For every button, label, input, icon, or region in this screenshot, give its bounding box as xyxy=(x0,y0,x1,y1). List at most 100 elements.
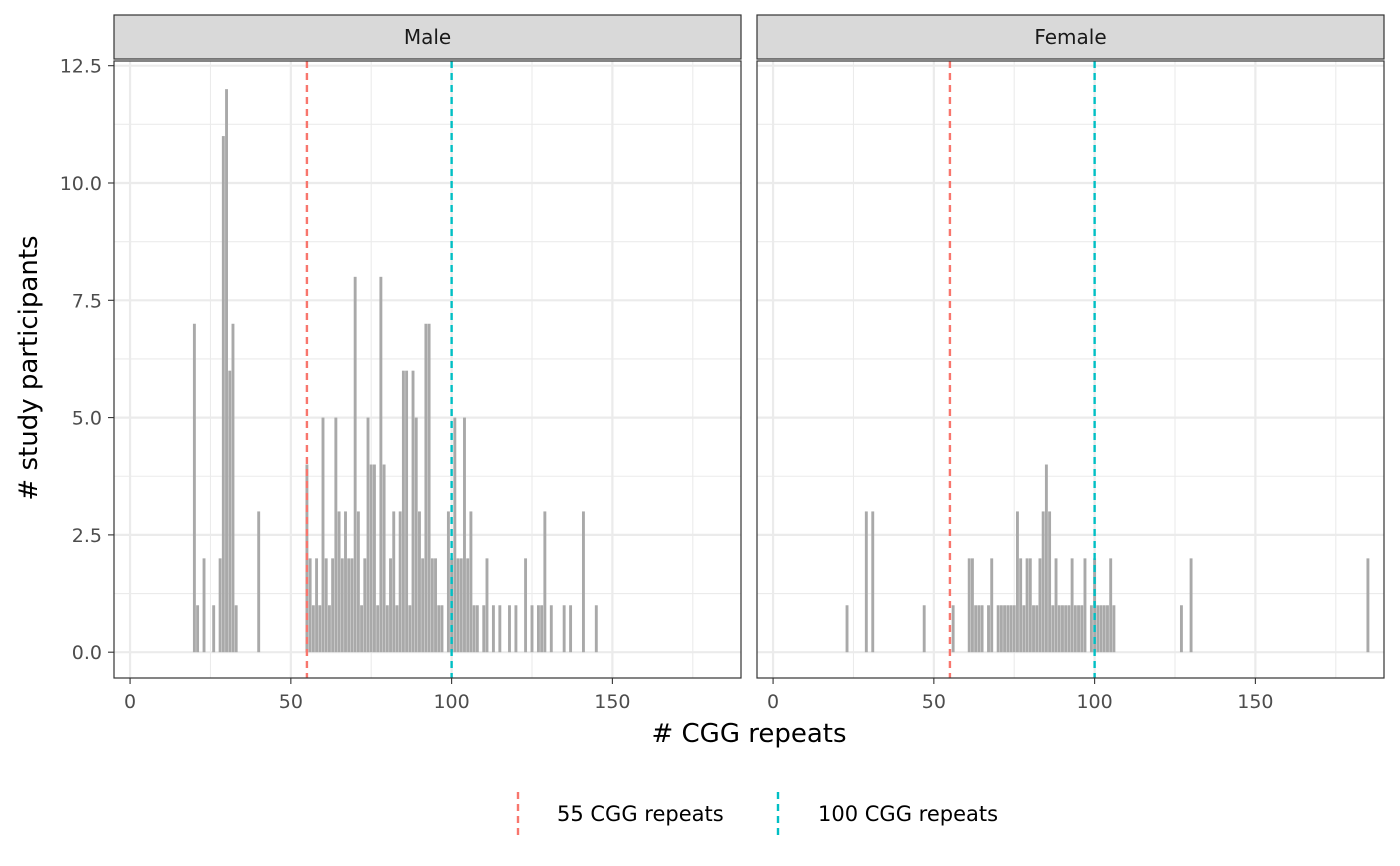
panel-male: Male 0 50 100 150 xyxy=(113,14,742,713)
bar xyxy=(414,417,418,653)
bar xyxy=(379,276,383,653)
legend-item-55: 55 CGG repeats xyxy=(516,792,724,838)
y-tick-label: 7.5 xyxy=(72,290,102,312)
bar xyxy=(1019,558,1023,653)
bar xyxy=(1102,605,1106,653)
bar xyxy=(594,605,598,653)
bar xyxy=(1022,605,1026,653)
bar xyxy=(308,558,312,653)
bar xyxy=(327,605,331,653)
bar xyxy=(1025,558,1029,653)
bar xyxy=(437,605,441,653)
bar xyxy=(385,605,389,653)
legend: 55 CGG repeats 100 CGG repeats xyxy=(516,792,998,838)
bar xyxy=(987,605,990,653)
bar xyxy=(472,605,476,653)
bar xyxy=(411,370,415,653)
bar xyxy=(922,605,926,653)
y-tick-label: 0.0 xyxy=(72,642,102,664)
bar xyxy=(530,605,534,653)
bar xyxy=(977,605,981,653)
facet-strip-label: Female xyxy=(1034,25,1106,49)
bar xyxy=(1012,605,1016,653)
bar xyxy=(418,511,421,653)
bar xyxy=(234,605,238,653)
bar xyxy=(466,558,470,653)
bar xyxy=(540,605,544,653)
bar xyxy=(980,605,984,653)
bar xyxy=(514,605,518,653)
bar xyxy=(456,558,460,653)
bar xyxy=(1073,605,1077,653)
bar xyxy=(221,136,225,653)
bar xyxy=(508,605,511,653)
bar xyxy=(491,605,495,653)
x-tick-label: 150 xyxy=(1237,691,1273,713)
bar xyxy=(424,323,428,653)
bar xyxy=(1009,605,1013,653)
bar xyxy=(1061,605,1064,653)
bar xyxy=(212,605,216,653)
facet-strip-label: Male xyxy=(404,25,451,49)
x-tick-label: 0 xyxy=(767,691,779,713)
bar xyxy=(218,558,222,653)
bar xyxy=(360,605,364,653)
bar xyxy=(1189,558,1193,653)
bar xyxy=(1048,511,1052,653)
bar xyxy=(318,605,322,653)
bar xyxy=(1041,511,1045,653)
bar xyxy=(225,89,228,653)
panel-female: Female 0 50 100 150 xyxy=(756,14,1385,713)
facet-strip xyxy=(113,14,742,60)
bar xyxy=(344,511,347,653)
bar xyxy=(434,558,437,653)
bar xyxy=(353,276,357,653)
bar xyxy=(1064,605,1068,653)
panels: Male 0 50 100 150 Female 0 50 100 150 xyxy=(113,14,1385,713)
bar xyxy=(1067,605,1071,653)
bar xyxy=(1070,558,1074,653)
bar xyxy=(990,558,994,653)
bar xyxy=(228,370,232,653)
bar xyxy=(1080,605,1084,653)
panel-border xyxy=(756,60,1385,679)
bar xyxy=(1096,605,1100,653)
bar xyxy=(257,511,261,653)
bar xyxy=(315,558,319,653)
bar xyxy=(331,558,335,653)
bar xyxy=(549,605,553,653)
bar xyxy=(1015,511,1019,653)
x-tick-label: 50 xyxy=(279,691,303,713)
bar xyxy=(453,417,457,653)
bar xyxy=(463,417,466,653)
bar xyxy=(337,511,341,653)
bar xyxy=(475,605,479,653)
bar xyxy=(1051,605,1055,653)
x-axis-title: # CGG repeats xyxy=(651,719,846,749)
bar xyxy=(1057,605,1061,653)
bar xyxy=(1099,605,1103,653)
bar xyxy=(395,605,399,653)
bar xyxy=(311,605,315,653)
bar xyxy=(446,511,450,653)
bar xyxy=(569,605,573,653)
y-axis: 0.0 2.5 5.0 7.5 10.0 12.5 xyxy=(60,56,114,664)
bar xyxy=(389,558,392,653)
x-tick-label: 100 xyxy=(433,691,469,713)
bar xyxy=(996,605,1000,653)
bar xyxy=(536,605,540,653)
bar xyxy=(392,511,396,653)
legend-label: 55 CGG repeats xyxy=(557,802,724,826)
bar xyxy=(202,558,206,653)
bar xyxy=(382,464,386,653)
bar xyxy=(350,558,354,653)
bar xyxy=(1112,605,1116,653)
bar xyxy=(970,558,974,653)
y-tick-label: 5.0 xyxy=(72,408,102,430)
bar xyxy=(430,558,434,653)
bar xyxy=(974,605,978,653)
x-tick-label: 50 xyxy=(922,691,946,713)
bar xyxy=(1366,558,1370,653)
bar xyxy=(1089,605,1093,653)
